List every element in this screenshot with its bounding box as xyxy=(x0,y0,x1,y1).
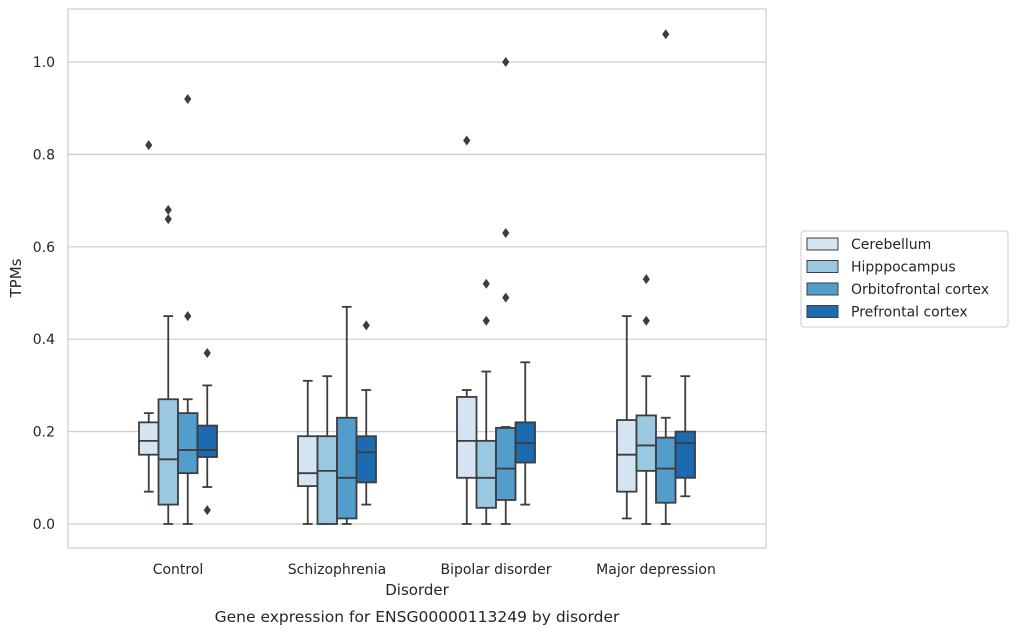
box-body xyxy=(674,430,696,479)
x-axis-label: Disorder xyxy=(385,581,449,599)
outlier-point xyxy=(502,227,510,238)
legend-swatch xyxy=(806,237,839,251)
x-tick-label: Schizophrenia xyxy=(288,562,386,578)
box-hipppocampus xyxy=(475,278,497,525)
outlier-point xyxy=(362,320,370,331)
box-body xyxy=(635,414,657,472)
outlier-point xyxy=(463,135,471,146)
legend-label: Cerebellum xyxy=(851,237,931,253)
box-cerebellum xyxy=(297,379,319,525)
box-cerebellum xyxy=(616,315,638,520)
y-axis-label: TPMs xyxy=(7,258,25,298)
box-body xyxy=(196,424,218,458)
box-body xyxy=(355,435,377,484)
legend-swatch xyxy=(806,282,839,296)
outlier-point xyxy=(482,278,490,289)
legend-swatch xyxy=(806,260,839,273)
box-prefrontal-cortex xyxy=(355,320,377,506)
box-orbitofrontal-cortex xyxy=(495,57,517,525)
box-orbitofrontal-cortex xyxy=(655,29,677,525)
legend-label: Orbitofrontal cortex xyxy=(851,282,989,298)
outlier-point xyxy=(145,140,153,151)
legend-swatch xyxy=(806,305,839,318)
y-tick-label: 0.6 xyxy=(33,240,55,256)
box-body xyxy=(475,439,497,509)
box-prefrontal-cortex xyxy=(674,375,696,498)
box-plot-marks xyxy=(138,29,696,525)
box-cerebellum xyxy=(456,135,478,525)
box-body xyxy=(316,435,338,525)
y-tick-label: 1.0 xyxy=(33,55,55,71)
x-axis-ticks: Control Schizophrenia Bipolar disorder Majo… xyxy=(153,562,716,578)
legend-item: Orbitofrontal cortex xyxy=(806,282,989,298)
box-prefrontal-cortex xyxy=(196,348,218,516)
legend-label: Hipppocampus xyxy=(851,260,956,276)
box-body xyxy=(456,396,478,479)
outlier-point xyxy=(203,348,211,359)
box-orbitofrontal-cortex xyxy=(177,93,199,525)
x-tick-label: Control xyxy=(153,562,204,578)
y-axis-ticks: 0.0 0.2 0.4 0.6 0.8 1.0 xyxy=(33,55,55,533)
outlier-point xyxy=(203,505,211,516)
box-body xyxy=(177,412,199,475)
legend: Cerebellum Hipppocampus Orbitofrontal cort… xyxy=(800,230,1009,328)
box-body xyxy=(495,427,517,501)
box-hipppocampus xyxy=(316,375,338,525)
y-tick-label: 0.0 xyxy=(33,517,55,533)
box-body xyxy=(655,436,677,504)
legend-frame xyxy=(800,230,1009,328)
box-cerebellum xyxy=(138,140,160,493)
box-body xyxy=(138,421,160,456)
outlier-point xyxy=(164,204,172,215)
box-hipppocampus xyxy=(157,204,179,525)
outlier-point xyxy=(662,29,670,40)
box-body xyxy=(297,435,319,488)
outlier-point xyxy=(184,93,192,104)
y-tick-label: 0.8 xyxy=(33,147,55,163)
outlier-point xyxy=(164,214,172,225)
x-tick-label: Bipolar disorder xyxy=(440,562,551,578)
outlier-point xyxy=(642,274,650,285)
legend-label: Prefrontal cortex xyxy=(851,305,968,321)
outlier-point xyxy=(482,315,490,326)
box-body xyxy=(616,419,638,493)
box-body xyxy=(157,398,179,506)
outlier-point xyxy=(642,315,650,326)
legend-item: Prefrontal cortex xyxy=(806,305,968,321)
outlier-point xyxy=(184,311,192,322)
legend-item: Cerebellum xyxy=(806,237,931,253)
y-tick-label: 0.4 xyxy=(33,332,55,348)
y-tick-label: 0.2 xyxy=(33,425,55,441)
outlier-point xyxy=(502,292,510,303)
chart-title: Gene expression for ENSG00000113249 by d… xyxy=(215,608,620,626)
box-hipppocampus xyxy=(635,274,657,525)
outlier-point xyxy=(502,57,510,67)
box-body xyxy=(336,416,358,520)
legend-item: Hipppocampus xyxy=(806,260,956,276)
box-prefrontal-cortex xyxy=(514,361,536,506)
x-tick-label: Major depression xyxy=(596,562,716,578)
plot-area-frame xyxy=(67,8,767,549)
